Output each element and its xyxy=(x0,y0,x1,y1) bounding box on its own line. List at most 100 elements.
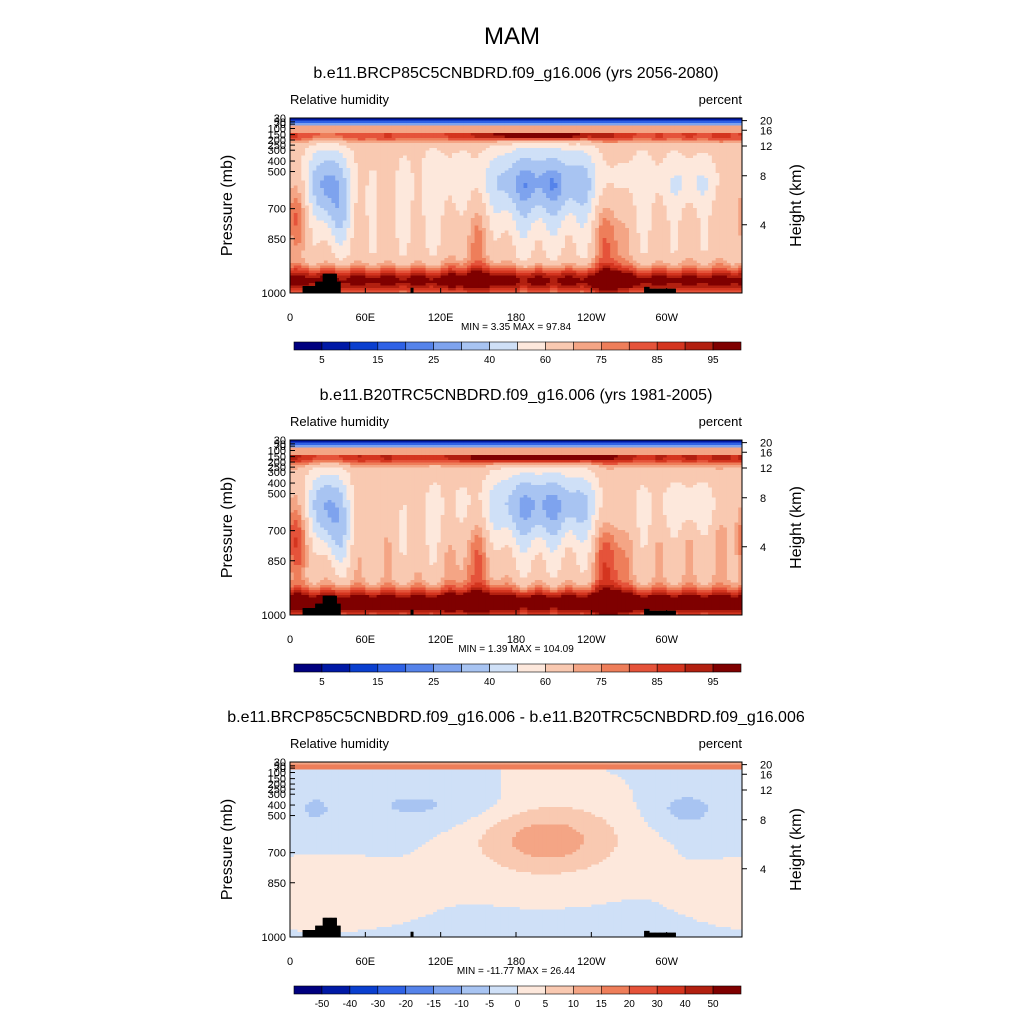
field-cell xyxy=(475,141,479,144)
field-cell xyxy=(414,148,418,151)
field-cell xyxy=(426,211,430,214)
field-cell xyxy=(704,178,708,181)
field-cell xyxy=(719,203,723,206)
field-cell xyxy=(358,221,362,224)
field-cell xyxy=(580,181,584,184)
field-cell xyxy=(731,176,735,179)
field-cell xyxy=(433,181,437,184)
field-cell xyxy=(407,211,411,214)
field-cell xyxy=(301,213,305,216)
field-cell xyxy=(542,198,546,201)
field-cell xyxy=(452,163,456,166)
field-cell xyxy=(384,168,388,171)
field-cell xyxy=(708,203,712,206)
field-cell xyxy=(343,153,347,156)
field-cell xyxy=(527,168,531,171)
field-cell xyxy=(501,178,505,181)
field-cell xyxy=(614,176,618,179)
field-cell xyxy=(625,208,629,211)
field-cell xyxy=(486,166,490,169)
field-cell xyxy=(411,176,415,179)
field-cell xyxy=(429,133,433,136)
field-cell xyxy=(290,126,294,129)
field-cell xyxy=(561,158,565,161)
field-cell xyxy=(467,121,471,124)
field-cell xyxy=(516,181,520,184)
field-cell xyxy=(697,208,701,211)
field-cell xyxy=(546,163,550,166)
field-cell xyxy=(603,166,607,169)
field-cell xyxy=(595,183,599,186)
field-cell xyxy=(298,143,302,146)
field-cell xyxy=(343,221,347,224)
field-cell xyxy=(460,193,464,196)
field-cell xyxy=(663,206,667,209)
field-cell xyxy=(527,183,531,186)
field-cell xyxy=(354,206,358,209)
field-cell xyxy=(535,128,539,131)
field-cell xyxy=(527,153,531,156)
field-cell xyxy=(667,136,671,139)
field-cell xyxy=(508,126,512,129)
field-cell xyxy=(460,156,464,159)
field-cell xyxy=(343,148,347,151)
field-cell xyxy=(290,218,294,221)
field-cell xyxy=(475,138,479,141)
field-cell xyxy=(433,198,437,201)
field-cell xyxy=(595,136,599,139)
field-cell xyxy=(682,188,686,191)
field-cell xyxy=(546,156,550,159)
field-cell xyxy=(697,186,701,189)
field-cell xyxy=(392,153,396,156)
field-cell xyxy=(384,141,388,144)
field-cell xyxy=(580,136,584,139)
field-cell xyxy=(561,123,565,126)
field-cell xyxy=(644,141,648,144)
field-cell xyxy=(678,176,682,179)
field-cell xyxy=(569,163,573,166)
field-cell xyxy=(637,151,641,154)
field-cell xyxy=(580,193,584,196)
field-cell xyxy=(444,203,448,206)
field-cell xyxy=(475,183,479,186)
field-cell xyxy=(655,206,659,209)
field-cell xyxy=(505,121,509,124)
field-cell xyxy=(667,143,671,146)
field-cell xyxy=(682,201,686,204)
field-cell xyxy=(486,213,490,216)
field-cell xyxy=(497,186,501,189)
field-cell xyxy=(678,206,682,209)
field-cell xyxy=(595,193,599,196)
field-cell xyxy=(395,166,399,169)
field-cell xyxy=(595,126,599,129)
field-cell xyxy=(347,206,351,209)
field-cell xyxy=(599,216,603,219)
field-cell xyxy=(460,158,464,161)
field-cell xyxy=(561,221,565,224)
field-cell xyxy=(456,128,460,131)
field-cell xyxy=(392,161,396,164)
field-cell xyxy=(644,218,648,221)
field-cell xyxy=(335,213,339,216)
field-cell xyxy=(414,176,418,179)
field-cell xyxy=(644,176,648,179)
field-cell xyxy=(701,191,705,194)
field-cell xyxy=(335,201,339,204)
field-cell xyxy=(686,198,690,201)
field-cell xyxy=(377,126,381,129)
field-cell xyxy=(358,156,362,159)
field-cell xyxy=(719,143,723,146)
field-cell xyxy=(448,206,452,209)
field-cell xyxy=(305,201,309,204)
field-cell xyxy=(554,171,558,174)
field-cell xyxy=(426,128,430,131)
field-cell xyxy=(678,173,682,176)
field-cell xyxy=(478,181,482,184)
field-cell xyxy=(565,143,569,146)
field-cell xyxy=(373,136,377,139)
field-cell xyxy=(501,196,505,199)
field-cell xyxy=(369,221,373,224)
field-cell xyxy=(599,201,603,204)
field-cell xyxy=(576,178,580,181)
field-cell xyxy=(478,211,482,214)
